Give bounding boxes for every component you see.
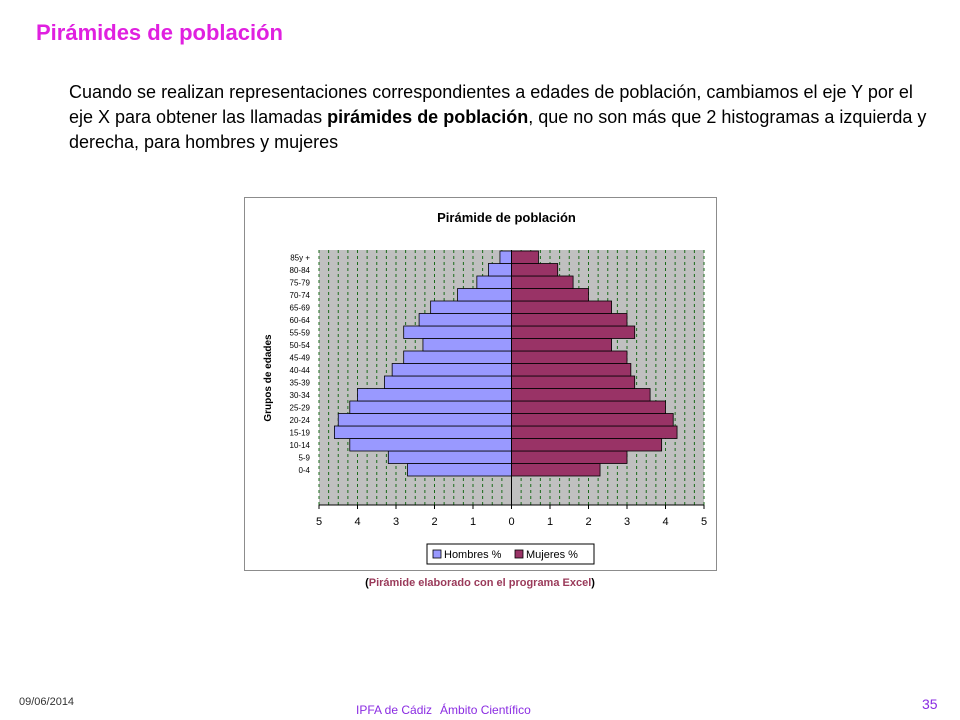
x-tick-label: 0	[508, 516, 514, 528]
category-tick-label: 60-64	[290, 316, 311, 325]
bar-mujeres	[511, 425, 678, 439]
bar-mujeres	[511, 400, 666, 414]
category-tick-label: 30-34	[290, 391, 311, 400]
category-tick-label: 15-19	[290, 428, 311, 437]
bar-hombres	[391, 363, 512, 377]
intro-bold-term: pirámides de población	[327, 107, 529, 127]
bar-hombres	[334, 425, 512, 439]
category-tick-label: 10-14	[290, 441, 311, 450]
bar-hombres	[403, 325, 512, 339]
y-axis-label: Grupos de edades	[263, 334, 274, 422]
bar-mujeres	[511, 250, 539, 264]
category-tick-label: 45-49	[290, 353, 311, 362]
caption-text: Pirámide elaborado con el programa Excel	[368, 577, 592, 589]
chart-frame: Pirámide de población 0-4 5-9 10-14 15-19 20-…	[244, 197, 717, 571]
intro-text-1: Cuando se realizan representaciones corr…	[69, 82, 913, 127]
bar-hombres	[349, 400, 512, 414]
bar-hombres	[457, 288, 512, 302]
footer-organization: IPFA de Cádiz Ámbito Científico	[356, 703, 539, 717]
legend-label-mujeres: Mujeres %	[526, 549, 578, 561]
footer-org-name: IPFA de Cádiz	[356, 703, 433, 717]
category-tick-label: 20-24	[290, 416, 311, 425]
caption-close-paren: )	[591, 577, 595, 589]
bar-hombres	[487, 263, 512, 277]
category-tick-label: 5-9	[298, 453, 310, 462]
intro-text-2: , que no son más que 2 histogramas a izq…	[69, 107, 927, 152]
bar-mujeres	[511, 450, 628, 464]
caption-open-paren: (	[365, 577, 369, 589]
bar-hombres	[499, 250, 512, 264]
x-tick-label: 4	[662, 516, 668, 528]
category-tick-label: 80-84	[290, 266, 311, 275]
footer-area-name: Ámbito Científico	[440, 703, 531, 717]
category-tick-label: 70-74	[290, 291, 311, 300]
bar-mujeres	[511, 375, 636, 389]
bar-hombres	[384, 375, 512, 389]
bar-mujeres	[511, 438, 663, 452]
bar-hombres	[349, 438, 512, 452]
bar-mujeres	[511, 263, 559, 277]
chart-caption: (Pirámide elaborado con el programa Exce…	[0, 577, 960, 589]
bar-hombres	[357, 388, 512, 402]
bar-hombres	[430, 300, 512, 314]
page-number: 35	[922, 696, 938, 712]
legend-label-hombres: Hombres %	[444, 549, 502, 561]
intro-paragraph: Cuando se realizan representaciones corr…	[69, 80, 929, 155]
x-tick-label: 2	[585, 516, 591, 528]
x-tick-label: 2	[431, 516, 437, 528]
bar-mujeres	[511, 388, 651, 402]
category-tick-label: 40-44	[290, 366, 311, 375]
bar-hombres	[476, 275, 512, 289]
bar-mujeres	[511, 350, 628, 364]
bar-mujeres	[511, 413, 674, 427]
x-tick-label: 3	[624, 516, 630, 528]
category-tick-label: 75-79	[290, 278, 311, 287]
x-tick-label: 5	[316, 516, 322, 528]
bar-hombres	[422, 338, 512, 352]
x-tick-label: 5	[701, 516, 707, 528]
bar-hombres	[403, 350, 512, 364]
bar-hombres	[387, 450, 512, 464]
bar-hombres	[407, 463, 512, 477]
chart-title: Pirámide de población	[437, 210, 576, 225]
legend-swatch-hombres	[432, 549, 442, 559]
footer-date: 09/06/2014	[19, 696, 75, 708]
x-tick-label: 3	[393, 516, 399, 528]
bar-hombres	[418, 313, 512, 327]
x-tick-label: 4	[354, 516, 360, 528]
category-tick-label: 50-54	[290, 341, 311, 350]
category-tick-label: 25-29	[290, 403, 311, 412]
bar-mujeres	[511, 325, 636, 339]
category-tick-label: 85y +	[290, 253, 310, 262]
bar-mujeres	[511, 288, 589, 302]
bar-hombres	[337, 413, 512, 427]
x-tick-label: 1	[470, 516, 476, 528]
legend-box	[426, 543, 595, 565]
legend-swatch-mujeres	[514, 549, 524, 559]
bar-mujeres	[511, 313, 628, 327]
category-tick-label: 65-69	[290, 303, 311, 312]
bar-mujeres	[511, 463, 601, 477]
slide-title: Pirámides de población	[36, 20, 283, 45]
category-tick-label: 55-59	[290, 328, 311, 337]
bar-mujeres	[511, 363, 632, 377]
x-tick-label: 1	[547, 516, 553, 528]
category-tick-label: 35-39	[290, 378, 311, 387]
bar-mujeres	[511, 275, 574, 289]
bar-mujeres	[511, 338, 612, 352]
category-tick-label: 0-4	[298, 466, 310, 475]
bar-mujeres	[511, 300, 612, 314]
population-pyramid-chart: Pirámide de población 0-4 5-9 10-14 15-19 20-…	[263, 210, 707, 565]
